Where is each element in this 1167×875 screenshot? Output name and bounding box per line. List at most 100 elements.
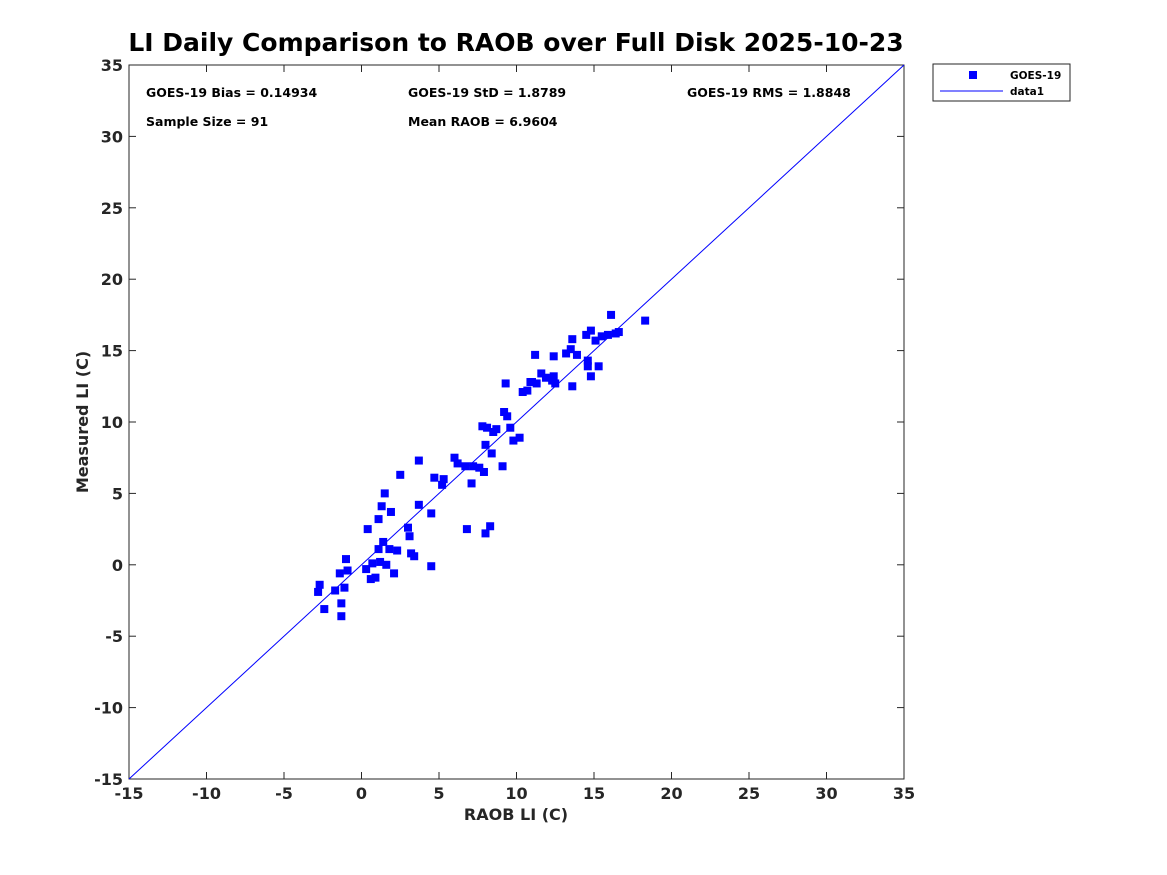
y-tick-label: 30 <box>101 127 123 146</box>
y-tick-label: -15 <box>94 770 123 789</box>
data-point <box>439 475 448 484</box>
data-point <box>478 422 487 431</box>
data-point <box>427 562 436 571</box>
data-point <box>382 560 391 569</box>
data-point <box>487 449 496 458</box>
data-point <box>515 433 524 442</box>
data-point <box>537 369 546 378</box>
data-point <box>483 423 492 432</box>
data-point <box>551 379 560 388</box>
data-point <box>475 463 484 472</box>
legend: GOES-19 data1 <box>932 63 1071 102</box>
data-point <box>414 456 423 465</box>
data-point <box>503 412 512 421</box>
data-point <box>481 529 490 538</box>
x-axis-ticks: -15 -10 -5 0 5 10 15 20 25 30 35 <box>115 65 915 803</box>
data-point <box>363 525 372 534</box>
data-point <box>314 587 323 596</box>
data-point <box>586 326 595 335</box>
data-point <box>453 459 462 468</box>
y-tick-label: 20 <box>101 270 123 289</box>
data-point <box>410 552 419 561</box>
data-point <box>366 575 375 584</box>
data-point <box>531 350 540 359</box>
data-point <box>562 349 571 358</box>
data-point <box>404 523 412 532</box>
x-tick-label: 35 <box>893 784 915 803</box>
y-tick-label: 15 <box>101 342 123 361</box>
data-point <box>340 583 349 592</box>
data-point <box>492 425 501 434</box>
data-point <box>405 532 414 541</box>
data-point <box>541 373 550 382</box>
data-point <box>583 356 592 365</box>
data-point <box>523 386 532 395</box>
x-tick-label: -5 <box>275 784 293 803</box>
data-point <box>430 473 439 482</box>
data-point <box>568 335 577 344</box>
data-point <box>486 522 495 531</box>
data-point <box>566 345 575 354</box>
data-point <box>518 388 527 397</box>
y-tick-label: -5 <box>105 627 123 646</box>
data-point <box>362 565 371 574</box>
data-point <box>390 569 399 578</box>
x-tick-label: 0 <box>356 784 367 803</box>
legend-marker-goes19 <box>969 71 977 79</box>
data-point <box>549 352 558 361</box>
data-point <box>498 462 507 471</box>
data-point <box>532 379 541 388</box>
data-point <box>467 479 476 488</box>
y-tick-label: -10 <box>94 699 123 718</box>
data-point <box>427 509 436 518</box>
x-tick-label: 20 <box>660 784 682 803</box>
data-point <box>331 586 340 595</box>
y-axis-label: Measured LI (C) <box>73 351 92 493</box>
data-point <box>597 332 606 341</box>
stat-mean-raob: Mean RAOB = 6.9604 <box>408 114 558 129</box>
data-point <box>603 330 612 339</box>
data-point <box>393 546 402 555</box>
data-point <box>641 316 650 325</box>
data-point <box>528 378 536 387</box>
plot-area: -15 -10 -5 0 5 10 15 20 25 30 35 -15 -10 -5 0 5 10 15 20 2… <box>94 56 915 803</box>
data-point <box>376 557 385 566</box>
data-point <box>450 453 459 462</box>
data-point <box>582 330 591 339</box>
data-point <box>374 515 383 524</box>
data-point <box>586 372 595 381</box>
data-point <box>377 502 386 511</box>
data-point <box>343 566 352 575</box>
data-point <box>386 507 395 516</box>
data-point <box>371 573 380 582</box>
data-point <box>438 480 447 489</box>
data-point <box>461 462 470 471</box>
legend-box <box>932 63 1071 102</box>
chart-title: LI Daily Comparison to RAOB over Full Di… <box>128 28 903 57</box>
stat-rms: GOES-19 RMS = 1.8848 <box>687 85 851 100</box>
series-layer <box>128 64 905 780</box>
x-tick-label: 10 <box>505 784 527 803</box>
x-tick-label: 25 <box>738 784 760 803</box>
data-point <box>462 525 471 534</box>
y-tick-label: 5 <box>112 484 123 503</box>
y-tick-label: 10 <box>101 413 123 432</box>
data-point <box>509 436 518 445</box>
y-axis-ticks: -15 -10 -5 0 5 10 15 20 25 30 35 <box>94 56 904 789</box>
data-point <box>568 382 577 391</box>
data-point <box>335 569 344 578</box>
data-point <box>594 362 603 371</box>
data-point <box>385 545 394 554</box>
x-tick-label: 5 <box>433 784 444 803</box>
x-tick-label: 30 <box>815 784 837 803</box>
data-point <box>414 500 423 509</box>
data-point <box>396 470 405 479</box>
stat-bias: GOES-19 Bias = 0.14934 <box>146 85 317 100</box>
data-point <box>337 612 346 621</box>
data-point <box>549 372 558 381</box>
y-tick-label: 25 <box>101 199 123 218</box>
data-point <box>320 605 329 614</box>
data-point <box>379 537 388 546</box>
y-tick-label: 0 <box>112 556 123 575</box>
